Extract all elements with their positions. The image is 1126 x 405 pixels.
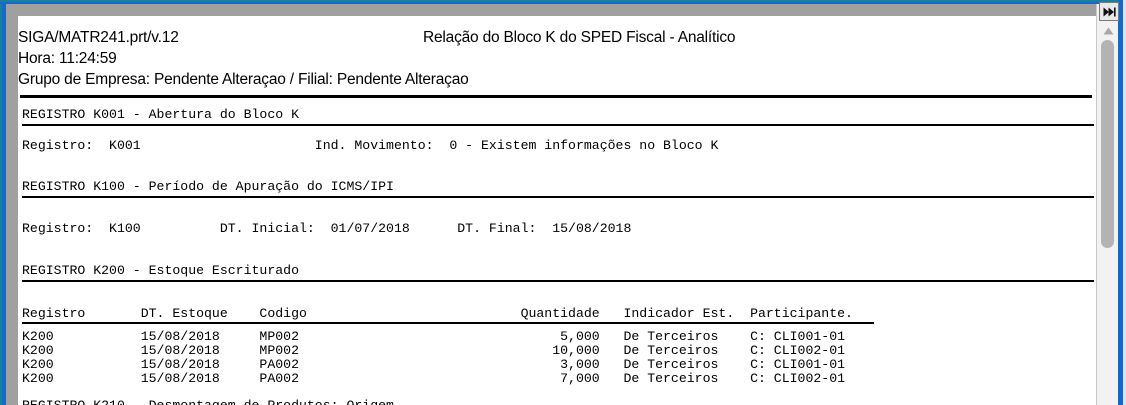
window-border-top (0, 0, 1126, 4)
report-body: REGISTRO K001 - Abertura do Bloco K Regi… (20, 103, 1096, 405)
table-row[interactable]: K200 15/08/2018 PA002 3,000 De Terceiros… (22, 357, 846, 372)
section-title-k100: REGISTRO K100 - Período de Apuração do I… (22, 179, 394, 194)
scroll-up-icon[interactable] (1100, 25, 1116, 37)
table-row[interactable]: K200 15/08/2018 MP002 5,000 De Terceiros… (22, 329, 846, 344)
page-title: Relação do Bloco K do SPED Fiscal - Anal… (423, 29, 736, 46)
window-border-right-edge (1123, 0, 1126, 405)
window-border-right (1118, 0, 1123, 405)
window-border-blue (2, 0, 6, 405)
top-grey-band (18, 4, 1096, 16)
section-rule-k200 (22, 280, 1094, 282)
section-rule-k100 (22, 196, 1094, 198)
section-line-k100: Registro: K100 DT. Inicial: 01/07/2018 D… (22, 221, 632, 236)
section-rule-k001 (22, 124, 1094, 126)
report-header: SIGA/MATR241.prt/v.12 Hora: 11:24:59 Gru… (18, 22, 1096, 90)
window-border-grey (6, 0, 18, 405)
report-document: o seu logo SIGA/MATR241.prt/v.12 Hora: 1… (18, 4, 1096, 405)
section-title-k210: REGISTRO K210 - Desmontagem de Produtos:… (22, 398, 394, 405)
program-version-label: SIGA/MATR241.prt/v.12 (18, 29, 179, 46)
section-title-k001: REGISTRO K001 - Abertura do Bloco K (22, 107, 299, 122)
table-row[interactable]: K200 15/08/2018 MP002 10,000 De Terceiro… (22, 343, 846, 358)
scrollbar-thumb[interactable] (1101, 40, 1114, 248)
report-time-label: Hora: 11:24:59 (18, 50, 117, 67)
section-line-k001: Registro: K001 Ind. Movimento: 0 - Exist… (22, 138, 719, 153)
window-border-top-teal (0, 0, 1126, 2)
company-group-label: Grupo de Empresa: Pendente Alteraçao / F… (18, 71, 469, 88)
table-header-row: Registro DT. Estoque Codigo Quantidade I… (22, 306, 853, 321)
table-header-rule (22, 322, 874, 324)
window-border-teal (0, 0, 2, 405)
fast-forward-icon[interactable] (1099, 2, 1119, 21)
table-row[interactable]: K200 15/08/2018 PA002 7,000 De Terceiros… (22, 371, 846, 386)
header-divider (20, 95, 1092, 98)
section-title-k200: REGISTRO K200 - Estoque Escriturado (22, 263, 299, 278)
